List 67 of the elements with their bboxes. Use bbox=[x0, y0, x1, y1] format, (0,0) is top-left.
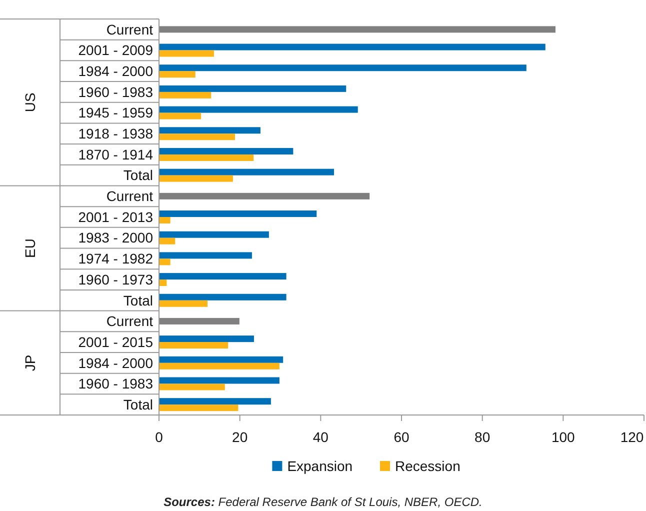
bar bbox=[159, 154, 254, 161]
y-tick-label: Current bbox=[106, 188, 154, 204]
bar bbox=[159, 134, 235, 140]
bar bbox=[159, 398, 271, 405]
bar bbox=[159, 148, 294, 154]
bar bbox=[159, 377, 280, 384]
y-tick-label: Total bbox=[123, 292, 153, 308]
legend-label: Recession bbox=[395, 458, 460, 474]
bar bbox=[159, 44, 546, 50]
bar bbox=[159, 318, 240, 324]
y-tick-label: 1960 - 1983 bbox=[78, 84, 154, 100]
y-tick-label: 1945 - 1959 bbox=[78, 104, 154, 121]
bar bbox=[159, 273, 286, 280]
x-tick-label: 60 bbox=[394, 428, 410, 445]
x-tick-label: 100 bbox=[551, 428, 576, 445]
y-tick-label: 1870 - 1914 bbox=[78, 146, 154, 162]
bar bbox=[159, 342, 228, 349]
bar bbox=[159, 210, 317, 217]
bar bbox=[159, 106, 358, 113]
x-tick-label: 20 bbox=[232, 428, 248, 445]
y-tick-label: 1984 - 2000 bbox=[78, 63, 154, 80]
bar bbox=[159, 127, 260, 134]
bar bbox=[159, 238, 176, 244]
bar bbox=[159, 50, 214, 57]
bar bbox=[159, 252, 252, 259]
bar bbox=[159, 175, 233, 182]
y-tick-label: 2001 - 2013 bbox=[78, 208, 154, 225]
bar bbox=[159, 336, 254, 342]
y-tick-label: 1983 - 2000 bbox=[78, 230, 154, 246]
source-note: Sources: Federal Reserve Bank of St Louis, NBER, OECD. bbox=[164, 495, 482, 509]
bar bbox=[159, 280, 167, 286]
x-tick-label: 80 bbox=[474, 428, 490, 445]
bar bbox=[159, 112, 202, 120]
text: JP bbox=[22, 354, 38, 372]
y-tick-label: 1960 - 1973 bbox=[78, 271, 154, 288]
bar bbox=[159, 168, 334, 176]
bar bbox=[159, 258, 170, 266]
y-tick-label: 1984 - 2000 bbox=[78, 354, 154, 371]
legend-label: Expansion bbox=[287, 458, 353, 474]
bar bbox=[159, 26, 556, 33]
x-tick-label: 120 bbox=[620, 428, 644, 445]
x-tick-label: 40 bbox=[312, 428, 329, 445]
bar bbox=[159, 92, 212, 98]
bar bbox=[159, 362, 280, 370]
bar bbox=[159, 85, 346, 92]
text: EU bbox=[22, 238, 38, 258]
y-tick-label: Current bbox=[106, 313, 154, 330]
y-tick-label: Current bbox=[106, 21, 154, 38]
text: US bbox=[22, 92, 38, 112]
bar bbox=[159, 300, 208, 307]
y-tick-label: 1960 - 1983 bbox=[78, 376, 154, 392]
bar bbox=[159, 217, 170, 224]
bar bbox=[159, 384, 225, 390]
y-tick-label: 1974 - 1982 bbox=[78, 250, 154, 267]
y-tick-label: Total bbox=[123, 167, 153, 184]
bar bbox=[159, 294, 286, 300]
y-tick-label: 2001 - 2009 bbox=[78, 42, 154, 58]
bar bbox=[159, 71, 196, 78]
bar bbox=[159, 356, 284, 363]
bar bbox=[159, 192, 370, 200]
x-tick-label: 0 bbox=[155, 428, 164, 445]
bar bbox=[159, 64, 526, 72]
bar bbox=[159, 404, 238, 412]
y-tick-label: 1918 - 1938 bbox=[78, 126, 154, 142]
y-tick-label: 2001 - 2015 bbox=[78, 334, 154, 350]
y-tick-label: Total bbox=[123, 396, 153, 412]
bar bbox=[159, 231, 269, 238]
